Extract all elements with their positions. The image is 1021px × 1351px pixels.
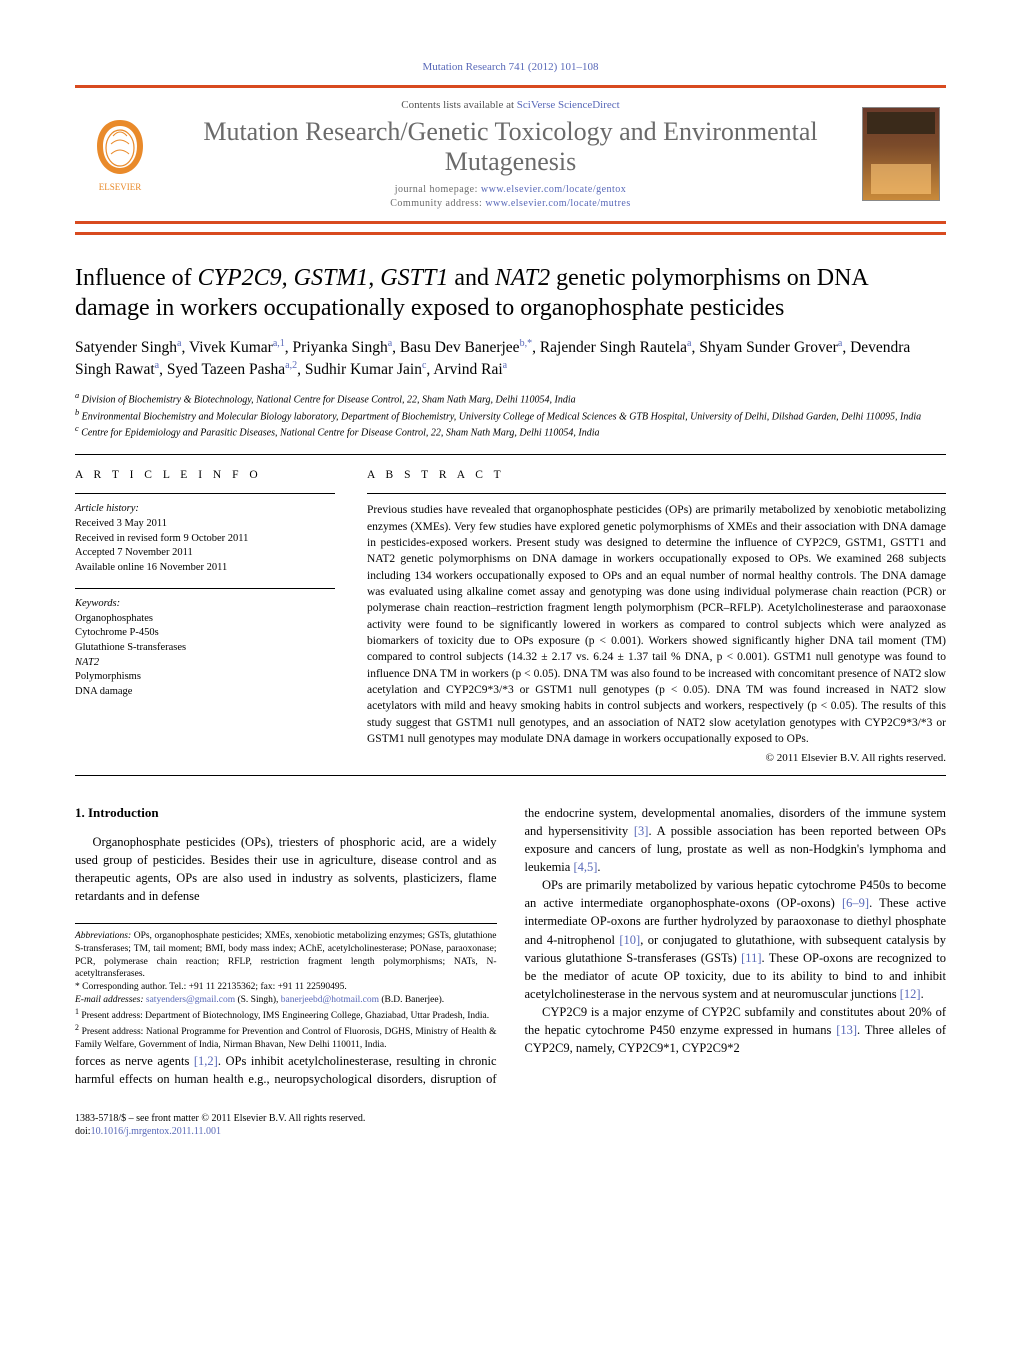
elsevier-logo-icon: ELSEVIER bbox=[85, 114, 155, 194]
contents-line: Contents lists available at SciVerse Sci… bbox=[171, 98, 850, 113]
email-link[interactable]: satyenders@gmail.com bbox=[146, 995, 235, 1005]
divider bbox=[367, 493, 946, 494]
title-genes: CYP2C9, GSTM1, GSTT1 bbox=[198, 265, 449, 291]
masthead: ELSEVIER Contents lists available at Sci… bbox=[75, 85, 946, 223]
author: Syed Tazeen Pashaa,2 bbox=[167, 361, 297, 378]
keyword: Cytochrome P-450s bbox=[75, 627, 159, 638]
history-received: Received 3 May 2011 bbox=[75, 518, 167, 529]
contents-prefix: Contents lists available at bbox=[401, 99, 516, 111]
citation-bar: Mutation Research 741 (2012) 101–108 bbox=[75, 60, 946, 75]
citation-link[interactable]: Mutation Research 741 (2012) 101–108 bbox=[423, 61, 599, 73]
keywords-label: Keywords: bbox=[75, 598, 120, 609]
community-label: Community address: bbox=[390, 198, 485, 209]
cover-box bbox=[856, 104, 946, 204]
footer-doi: doi:10.1016/j.mrgentox.2011.11.001 bbox=[75, 1125, 946, 1138]
journal-cover-icon bbox=[862, 107, 940, 201]
section-heading: 1. Introduction bbox=[75, 804, 497, 823]
keyword: DNA damage bbox=[75, 686, 132, 697]
footer-issn: 1383-5718/$ – see front matter © 2011 El… bbox=[75, 1112, 946, 1125]
journal-name: Mutation Research/Genetic Toxicology and… bbox=[171, 117, 850, 177]
ref-link[interactable]: [1,2] bbox=[194, 1054, 218, 1068]
keyword: Organophosphates bbox=[75, 613, 153, 624]
doi-link[interactable]: 10.1016/j.mrgentox.2011.11.001 bbox=[91, 1126, 221, 1137]
article-info-column: a r t i c l e i n f o Article history: R… bbox=[75, 467, 335, 766]
title-gene2: NAT2 bbox=[495, 265, 550, 291]
footnote-corresponding: * Corresponding author. Tel.: +91 11 221… bbox=[75, 981, 497, 994]
keyword: NAT2 bbox=[75, 657, 99, 668]
abstract-copyright: © 2011 Elsevier B.V. All rights reserved… bbox=[367, 751, 946, 766]
email-link[interactable]: banerjeebd@hotmail.com bbox=[281, 995, 379, 1005]
ref-link[interactable]: [4,5] bbox=[573, 860, 597, 874]
history-online: Available online 16 November 2011 bbox=[75, 562, 227, 573]
author: Sudhir Kumar Jainc bbox=[305, 361, 427, 378]
ref-link[interactable]: [13] bbox=[836, 1023, 857, 1037]
article-info-heading: a r t i c l e i n f o bbox=[75, 467, 335, 483]
footnotes: Abbreviations: OPs, organophosphate pest… bbox=[75, 923, 497, 1052]
keyword: Polymorphisms bbox=[75, 671, 141, 682]
ref-link[interactable]: [10] bbox=[619, 933, 640, 947]
body-paragraph: Organophosphate pesticides (OPs), triest… bbox=[75, 833, 497, 906]
keyword: Glutathione S-transferases bbox=[75, 642, 186, 653]
author: Shyam Sunder Grovera bbox=[699, 339, 842, 356]
author: Rajender Singh Rautelaa bbox=[540, 339, 692, 356]
affiliation-b: b Environmental Biochemistry and Molecul… bbox=[75, 407, 946, 424]
history-accepted: Accepted 7 November 2011 bbox=[75, 547, 193, 558]
ref-link[interactable]: [11] bbox=[741, 951, 761, 965]
author: Satyender Singha bbox=[75, 339, 181, 356]
author: Basu Dev Banerjeeb,* bbox=[400, 339, 532, 356]
footnote-email: E-mail addresses: satyenders@gmail.com (… bbox=[75, 994, 497, 1007]
history-revised: Received in revised form 9 October 2011 bbox=[75, 533, 248, 544]
authors: Satyender Singha, Vivek Kumara,1, Priyan… bbox=[75, 337, 946, 382]
abstract-heading: a b s t r a c t bbox=[367, 467, 946, 483]
history-label: Article history: bbox=[75, 503, 139, 514]
orange-rule bbox=[75, 232, 946, 235]
abstract-column: a b s t r a c t Previous studies have re… bbox=[367, 467, 946, 766]
title-mid: and bbox=[448, 265, 495, 291]
footnote-present-address-2: 2 Present address: National Programme fo… bbox=[75, 1023, 497, 1052]
author: Arvind Raia bbox=[433, 361, 507, 378]
divider bbox=[75, 588, 335, 589]
ref-link[interactable]: [12] bbox=[900, 987, 921, 1001]
divider bbox=[75, 775, 946, 776]
homepage-label: journal homepage: bbox=[395, 184, 481, 195]
affiliation-a: a Division of Biochemistry & Biotechnolo… bbox=[75, 390, 946, 407]
footnote-present-address-1: 1 Present address: Department of Biotech… bbox=[75, 1007, 497, 1023]
abstract-text: Previous studies have revealed that orga… bbox=[367, 502, 946, 747]
divider bbox=[75, 454, 946, 455]
author: Vivek Kumara,1 bbox=[189, 339, 285, 356]
title-pre: Influence of bbox=[75, 265, 198, 291]
body-paragraph: OPs are primarily metabolized by various… bbox=[525, 876, 947, 1003]
divider bbox=[75, 493, 335, 494]
ref-link[interactable]: [3] bbox=[634, 824, 649, 838]
footnote-abbreviations: Abbreviations: OPs, organophosphate pest… bbox=[75, 930, 497, 981]
masthead-center: Contents lists available at SciVerse Sci… bbox=[165, 88, 856, 220]
ref-link[interactable]: [6–9] bbox=[842, 896, 869, 910]
author: Priyanka Singha bbox=[293, 339, 393, 356]
article-title: Influence of CYP2C9, GSTM1, GSTT1 and NA… bbox=[75, 263, 946, 323]
affiliation-c: c Centre for Epidemiology and Parasitic … bbox=[75, 423, 946, 440]
article-history: Article history: Received 3 May 2011 Rec… bbox=[75, 502, 335, 575]
keywords-block: Keywords: Organophosphates Cytochrome P-… bbox=[75, 597, 335, 700]
svg-text:ELSEVIER: ELSEVIER bbox=[99, 182, 142, 192]
sciencedirect-link[interactable]: SciVerse ScienceDirect bbox=[517, 99, 620, 111]
journal-links: journal homepage: www.elsevier.com/locat… bbox=[171, 183, 850, 211]
community-link[interactable]: www.elsevier.com/locate/mutres bbox=[485, 198, 630, 209]
affiliations: a Division of Biochemistry & Biotechnolo… bbox=[75, 390, 946, 440]
homepage-link[interactable]: www.elsevier.com/locate/gentox bbox=[481, 184, 626, 195]
footer: 1383-5718/$ – see front matter © 2011 El… bbox=[75, 1112, 946, 1138]
body-paragraph: CYP2C9 is a major enzyme of CYP2C subfam… bbox=[525, 1003, 947, 1057]
publisher-logo-box: ELSEVIER bbox=[75, 104, 165, 204]
body-columns: 1. Introduction Organophosphate pesticid… bbox=[75, 804, 946, 1088]
